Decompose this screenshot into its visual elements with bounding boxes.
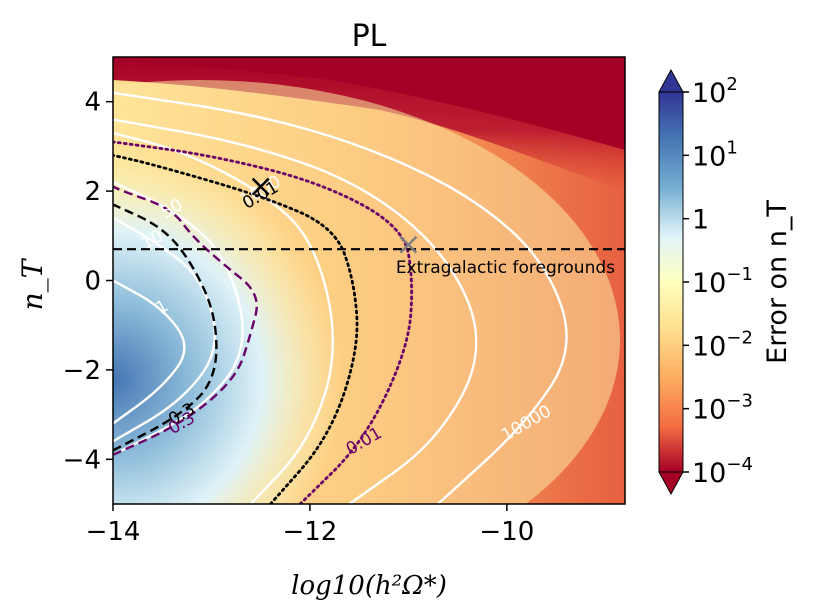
- colorbar-tick-label: 10−4: [692, 454, 753, 489]
- x-axis-label: log10(h²Ω*): [291, 571, 447, 601]
- colorbar-body: [658, 91, 684, 473]
- colorbar-ticks: 102 101 1 10−1 10−2 10−3 10−4: [683, 74, 753, 489]
- contour-purple-dashed: [113, 185, 258, 456]
- x-ticks: −14 −12 −10: [86, 504, 534, 547]
- contour-white-solid: [113, 131, 334, 504]
- contour-lines: [113, 91, 568, 504]
- marker-x-black: [251, 177, 270, 196]
- contour-white-solid: [113, 181, 244, 456]
- contour-white-solid: [113, 91, 568, 504]
- marker-x-gray: [399, 235, 418, 254]
- colorbar-extend-bottom: [658, 471, 684, 496]
- contour-black-dotted: [113, 153, 359, 504]
- colorbar-label: Error on n_T: [762, 200, 793, 364]
- x-tick-label: −12: [282, 517, 337, 547]
- colorbar-tick-label: 10−2: [692, 327, 753, 362]
- colorbar-tick-label: 10−3: [692, 391, 753, 426]
- x-tick-label: −10: [479, 517, 534, 547]
- colorbar: 102 101 1 10−1 10−2 10−3 10−4 Error on n_T: [658, 68, 793, 496]
- chart-title: PL: [352, 19, 387, 54]
- contour-white-solid: [113, 279, 186, 425]
- y-axis-label: n_T: [16, 257, 49, 310]
- y-tick-label: 2: [84, 177, 101, 207]
- colorbar-tick-label: 101: [692, 137, 738, 172]
- contour-white-solid: [113, 118, 478, 504]
- contour-black-dashed: [113, 203, 218, 452]
- colorbar-tick-label: 10−1: [692, 264, 753, 299]
- colorbar-extend-top: [658, 68, 684, 93]
- colorbar-tick-label: 102: [692, 74, 738, 109]
- foreground-label: Extragalactic foregrounds: [396, 258, 615, 278]
- x-tick-label: −14: [86, 517, 141, 547]
- y-tick-label: 0: [84, 267, 101, 297]
- contour-white-solid: [113, 216, 216, 443]
- colorbar-tick-label: 1: [692, 205, 709, 236]
- contour-purple-dotted: [113, 140, 414, 504]
- y-tick-label: −4: [63, 445, 101, 475]
- y-ticks: 4 2 0 −2 −4: [63, 88, 113, 475]
- markers: [251, 177, 418, 254]
- y-tick-label: 4: [84, 88, 101, 118]
- y-tick-label: −2: [63, 356, 101, 386]
